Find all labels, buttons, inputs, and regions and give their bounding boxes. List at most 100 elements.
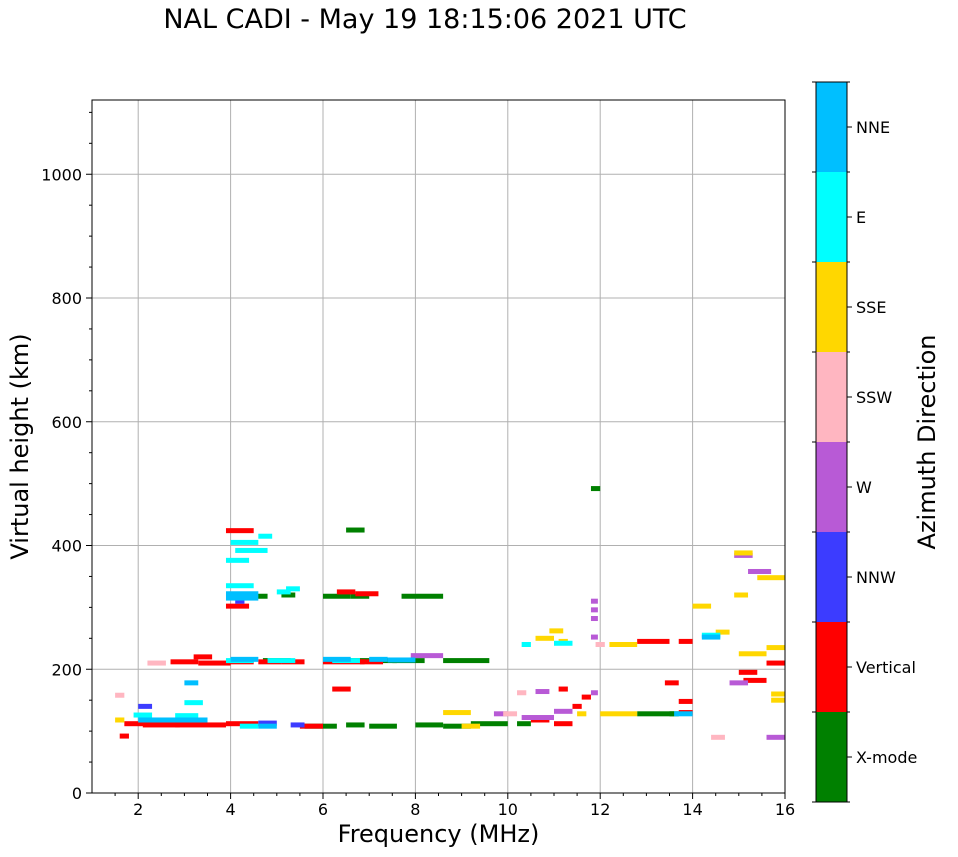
- echo-sse: [600, 711, 638, 717]
- echo-nnw: [235, 598, 245, 604]
- echo-w: [729, 680, 749, 686]
- echo-x-mode: [637, 711, 675, 717]
- echo-e: [225, 583, 254, 589]
- colorbar-tick-label: E: [856, 208, 866, 227]
- echo-nnw: [290, 722, 305, 728]
- chart-title: NAL CADI - May 19 18:15:06 2021 UTC: [163, 4, 687, 35]
- x-tick-label: 8: [410, 800, 420, 819]
- echo-e: [276, 589, 291, 595]
- echo-x-mode: [517, 721, 531, 727]
- echo-w: [590, 634, 598, 640]
- colorbar-swatch: [816, 622, 847, 712]
- x-tick-label: 10: [498, 800, 518, 819]
- colorbar-swatch: [816, 262, 847, 352]
- echo-w: [410, 653, 444, 659]
- echo-sse: [692, 603, 712, 609]
- x-tick-label: 16: [775, 800, 795, 819]
- colorbar: X-mode Vertical NNW W SSW SSE E NNE: [812, 81, 917, 803]
- colorbar-swatch: [816, 442, 847, 532]
- echo-e: [235, 547, 268, 553]
- echo-ssw: [595, 642, 605, 647]
- colorbar-tick-label: W: [856, 478, 872, 497]
- echo-vertical: [332, 686, 351, 692]
- x-tick-label: 4: [226, 800, 236, 819]
- echo-x-mode: [346, 722, 365, 728]
- echo-nne: [369, 656, 388, 662]
- echo-vertical: [142, 722, 180, 728]
- echo-vertical: [558, 686, 568, 692]
- echo-sse: [771, 691, 785, 697]
- colorbar-tick-label: NNW: [856, 568, 896, 587]
- echo-x-mode: [443, 658, 490, 664]
- echo-x-mode: [415, 722, 444, 728]
- echo-e: [239, 723, 259, 729]
- colorbar-swatch: [816, 172, 847, 262]
- echo-vertical: [124, 721, 153, 727]
- echo-vertical: [175, 722, 226, 728]
- echo-x-mode: [323, 593, 351, 599]
- echo-w: [554, 708, 573, 714]
- y-tick-label: 200: [51, 660, 82, 679]
- echo-sse: [715, 629, 730, 635]
- echo-vertical: [225, 603, 250, 609]
- echo-e: [554, 640, 573, 646]
- y-tick-label: 0: [72, 784, 82, 803]
- colorbar-swatch: [816, 532, 847, 622]
- echo-e: [225, 557, 250, 563]
- echo-nne: [225, 595, 259, 601]
- echo-sse: [771, 697, 785, 703]
- echo-vertical: [170, 659, 199, 665]
- echo-w: [493, 711, 508, 717]
- echo-vertical: [738, 669, 758, 675]
- echo-x-mode: [369, 723, 397, 729]
- echo-nne: [175, 717, 208, 723]
- x-tick-label: 12: [590, 800, 610, 819]
- y-axis-label: Virtual height (km): [6, 333, 34, 559]
- colorbar-swatch: [816, 712, 847, 802]
- y-tick-label: 1000: [41, 165, 82, 184]
- echo-x-mode: [470, 721, 508, 727]
- echo-sse: [115, 717, 125, 723]
- echo-e: [133, 712, 153, 718]
- echo-vertical: [572, 703, 582, 709]
- echo-ssw: [115, 692, 125, 698]
- echo-nne: [258, 723, 277, 729]
- colorbar-frame: [815, 81, 848, 803]
- echo-sse: [734, 550, 753, 556]
- colorbar-tick-label: SSW: [856, 388, 892, 407]
- grid-layer: [92, 100, 786, 794]
- echo-nne: [701, 634, 721, 640]
- echo-vertical: [766, 660, 785, 666]
- echo-sse: [609, 642, 638, 647]
- echo-x-mode: [281, 592, 296, 598]
- echo-w: [590, 607, 598, 613]
- echo-e: [175, 713, 199, 719]
- echo-e: [267, 658, 296, 664]
- echo-w: [748, 568, 772, 574]
- echo-vertical: [581, 694, 591, 700]
- echo-sse: [443, 710, 471, 716]
- echo-x-mode: [590, 486, 601, 492]
- echo-sse: [549, 628, 564, 634]
- echo-vertical: [336, 589, 356, 595]
- echo-sse: [738, 651, 767, 657]
- echo-sse: [766, 645, 785, 651]
- colorbar-swatch: [816, 352, 847, 442]
- y-tick-label: 400: [51, 537, 82, 556]
- echo-w: [521, 715, 554, 721]
- echo-sse: [461, 723, 481, 729]
- colorbar-swatch: [816, 82, 847, 172]
- echo-vertical: [193, 654, 213, 660]
- echo-ssw: [503, 711, 518, 717]
- echo-ssw: [517, 690, 527, 696]
- echo-vertical: [198, 660, 231, 666]
- echo-x-mode: [346, 527, 365, 533]
- colorbar-tick-label: X-mode: [856, 748, 917, 767]
- echo-vertical: [743, 677, 767, 683]
- colorbar-tick-label: SSE: [856, 298, 886, 317]
- echo-ssw: [711, 734, 725, 740]
- echo-vertical: [637, 638, 670, 644]
- echo-vertical: [299, 723, 323, 729]
- echo-nnw: [258, 720, 277, 726]
- echo-nne: [387, 657, 416, 663]
